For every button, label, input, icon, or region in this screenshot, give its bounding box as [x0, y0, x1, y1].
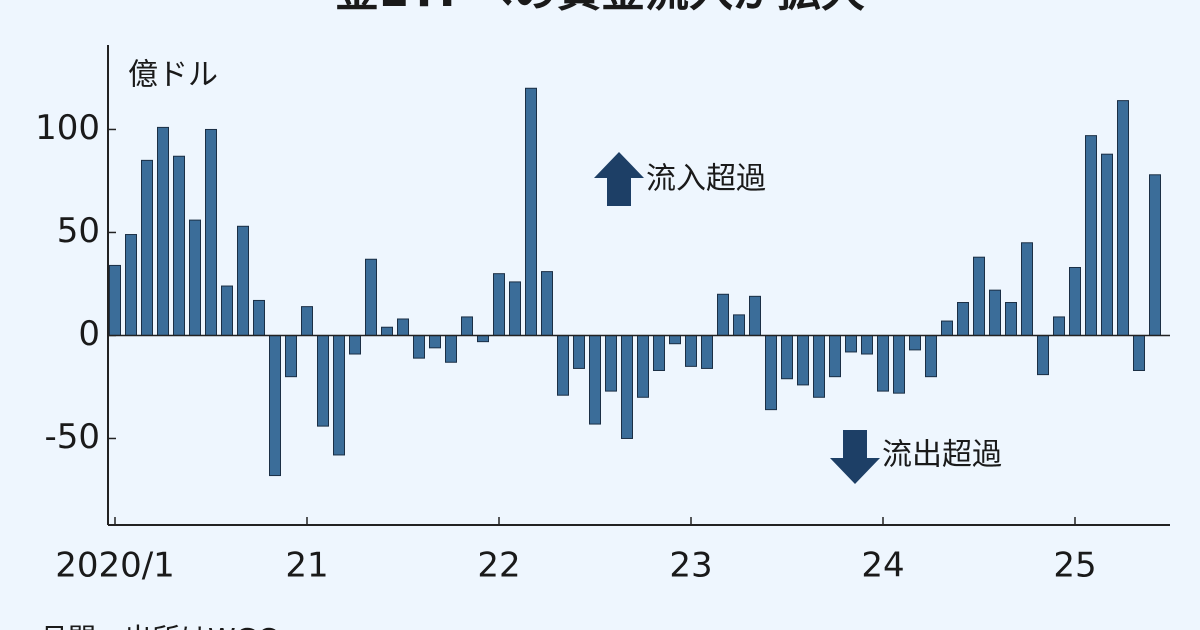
bar [653, 334, 665, 371]
x-tick-label: 21 [285, 546, 328, 586]
bar [1069, 266, 1081, 336]
bar [1117, 100, 1129, 336]
bar [317, 334, 329, 427]
bar [845, 334, 857, 353]
bar [253, 299, 265, 336]
bar [445, 334, 457, 363]
bar [941, 320, 953, 336]
y-tick-label: -50 [44, 417, 100, 457]
bar [909, 334, 921, 351]
bar [413, 334, 425, 359]
bar [893, 334, 905, 394]
bar [1133, 334, 1145, 371]
bar [701, 334, 713, 369]
bar [189, 219, 201, 336]
y-tick-label: 50 [57, 211, 100, 251]
bar [381, 326, 393, 336]
bar [925, 334, 937, 378]
up-arrow [594, 152, 644, 206]
bar [221, 285, 233, 336]
bar [285, 334, 297, 378]
bar [829, 334, 841, 378]
bar [781, 334, 793, 380]
bar [669, 334, 681, 345]
bar [1085, 135, 1097, 336]
bar [989, 289, 1001, 336]
bar [765, 334, 777, 411]
bar [1021, 242, 1033, 336]
x-tick-label: 24 [861, 546, 904, 586]
bar [365, 258, 377, 336]
bar [1053, 316, 1065, 336]
bar [749, 295, 761, 336]
x-tick-label: 25 [1053, 546, 1096, 586]
bar [1101, 153, 1113, 336]
bar [685, 334, 697, 367]
bar [557, 334, 569, 396]
bar [621, 334, 633, 439]
bar [173, 155, 185, 336]
y-tick-label: 0 [78, 314, 100, 354]
bar [109, 264, 121, 336]
bar [797, 334, 809, 386]
bar [509, 281, 521, 336]
bar [637, 334, 649, 398]
bar [973, 256, 985, 336]
annotation: 流入超過 [646, 162, 766, 197]
bar [813, 334, 825, 398]
bar [301, 306, 313, 336]
bar [205, 128, 217, 336]
bar [349, 334, 361, 355]
bar [877, 334, 889, 392]
down-arrow [830, 430, 880, 484]
bar [861, 334, 873, 355]
bar [1005, 302, 1017, 336]
bar [237, 225, 249, 336]
bar [1149, 174, 1161, 336]
source-note: 月間。出所はWGC [40, 622, 277, 630]
bar [269, 334, 281, 477]
bar [525, 87, 537, 336]
bar [573, 334, 585, 369]
bar [477, 334, 489, 343]
chart-title: 金ETFへの資金流入が拡大 [334, 0, 865, 17]
bar [957, 302, 969, 336]
bar [157, 126, 169, 336]
bar [589, 334, 601, 425]
bar [141, 159, 153, 336]
bar [717, 293, 729, 336]
bar [733, 314, 745, 336]
bar [605, 334, 617, 392]
bar [125, 234, 137, 336]
x-tick-label: 22 [477, 546, 520, 586]
y-tick-label: 100 [35, 108, 100, 148]
bar [333, 334, 345, 456]
x-tick-label: 2020/1 [55, 546, 175, 586]
bar [397, 318, 409, 336]
bar [493, 273, 505, 336]
bar [429, 334, 441, 349]
bar [541, 271, 553, 336]
annotation: 流出超過 [882, 438, 1002, 473]
bar [1037, 334, 1049, 376]
bar [461, 316, 473, 336]
unit-label: 億ドル [128, 58, 218, 93]
x-tick-label: 23 [669, 546, 712, 586]
